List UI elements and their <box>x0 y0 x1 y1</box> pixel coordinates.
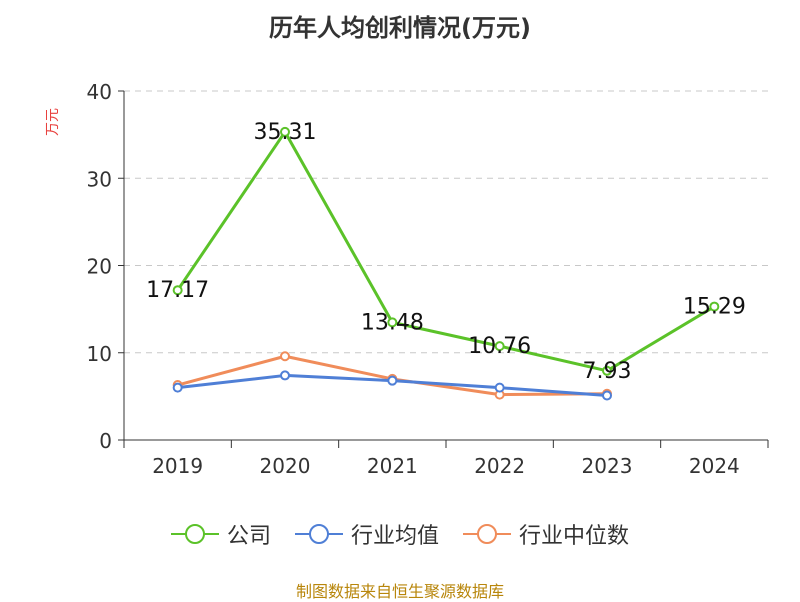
data-point <box>280 126 290 137</box>
data-source-footer: 制图数据来自恒生聚源数据库 <box>295 582 504 601</box>
data-label: 10.76 <box>468 334 531 359</box>
data-point <box>387 375 398 386</box>
legend-item-company[interactable]: 公司 <box>170 518 271 550</box>
x-tick-label: 2024 <box>689 454 740 478</box>
legend: 公司 行业均值 行业中位数 <box>0 518 800 550</box>
data-point <box>602 390 612 401</box>
legend-marker-industry-average <box>294 524 343 544</box>
legend-marker-company <box>170 524 219 544</box>
x-tick-label: 2021 <box>367 454 418 478</box>
legend-label-industry-average: 行业均值 <box>350 524 439 549</box>
chart-title: 历年人均创利情况(万元) <box>269 14 531 42</box>
legend-marker-industry-median <box>463 524 511 544</box>
data-point <box>172 382 183 393</box>
legend-item-industry-median[interactable]: 行业中位数 <box>463 518 629 550</box>
y-tick-label: 10 <box>87 342 112 366</box>
y-tick-label: 20 <box>87 255 112 279</box>
x-tick-label: 2022 <box>474 454 525 478</box>
data-point <box>387 317 398 328</box>
data-point <box>280 370 290 381</box>
y-tick-label: 0 <box>99 429 112 453</box>
data-point <box>172 285 183 296</box>
data-point <box>494 341 505 352</box>
legend-item-industry-average[interactable]: 行业均值 <box>294 518 439 550</box>
y-tick-label: 40 <box>87 80 112 104</box>
series-line-0 <box>176 130 716 373</box>
data-point <box>709 301 720 312</box>
data-label: 17.17 <box>146 278 209 303</box>
legend-label-company: 公司 <box>226 524 271 549</box>
data-point <box>280 351 290 362</box>
y-tick-label: 30 <box>87 167 112 191</box>
data-label: 35.31 <box>254 120 317 145</box>
data-label: 7.93 <box>583 359 632 384</box>
legend-label-industry-median: 行业中位数 <box>519 524 630 549</box>
data-label: 13.48 <box>361 310 424 335</box>
data-point <box>602 365 612 376</box>
data-point <box>494 382 505 393</box>
x-tick-label: 2020 <box>260 454 311 478</box>
x-tick-label: 2019 <box>152 454 203 478</box>
data-label: 15.29 <box>683 295 746 320</box>
x-tick-label: 2023 <box>582 454 633 478</box>
